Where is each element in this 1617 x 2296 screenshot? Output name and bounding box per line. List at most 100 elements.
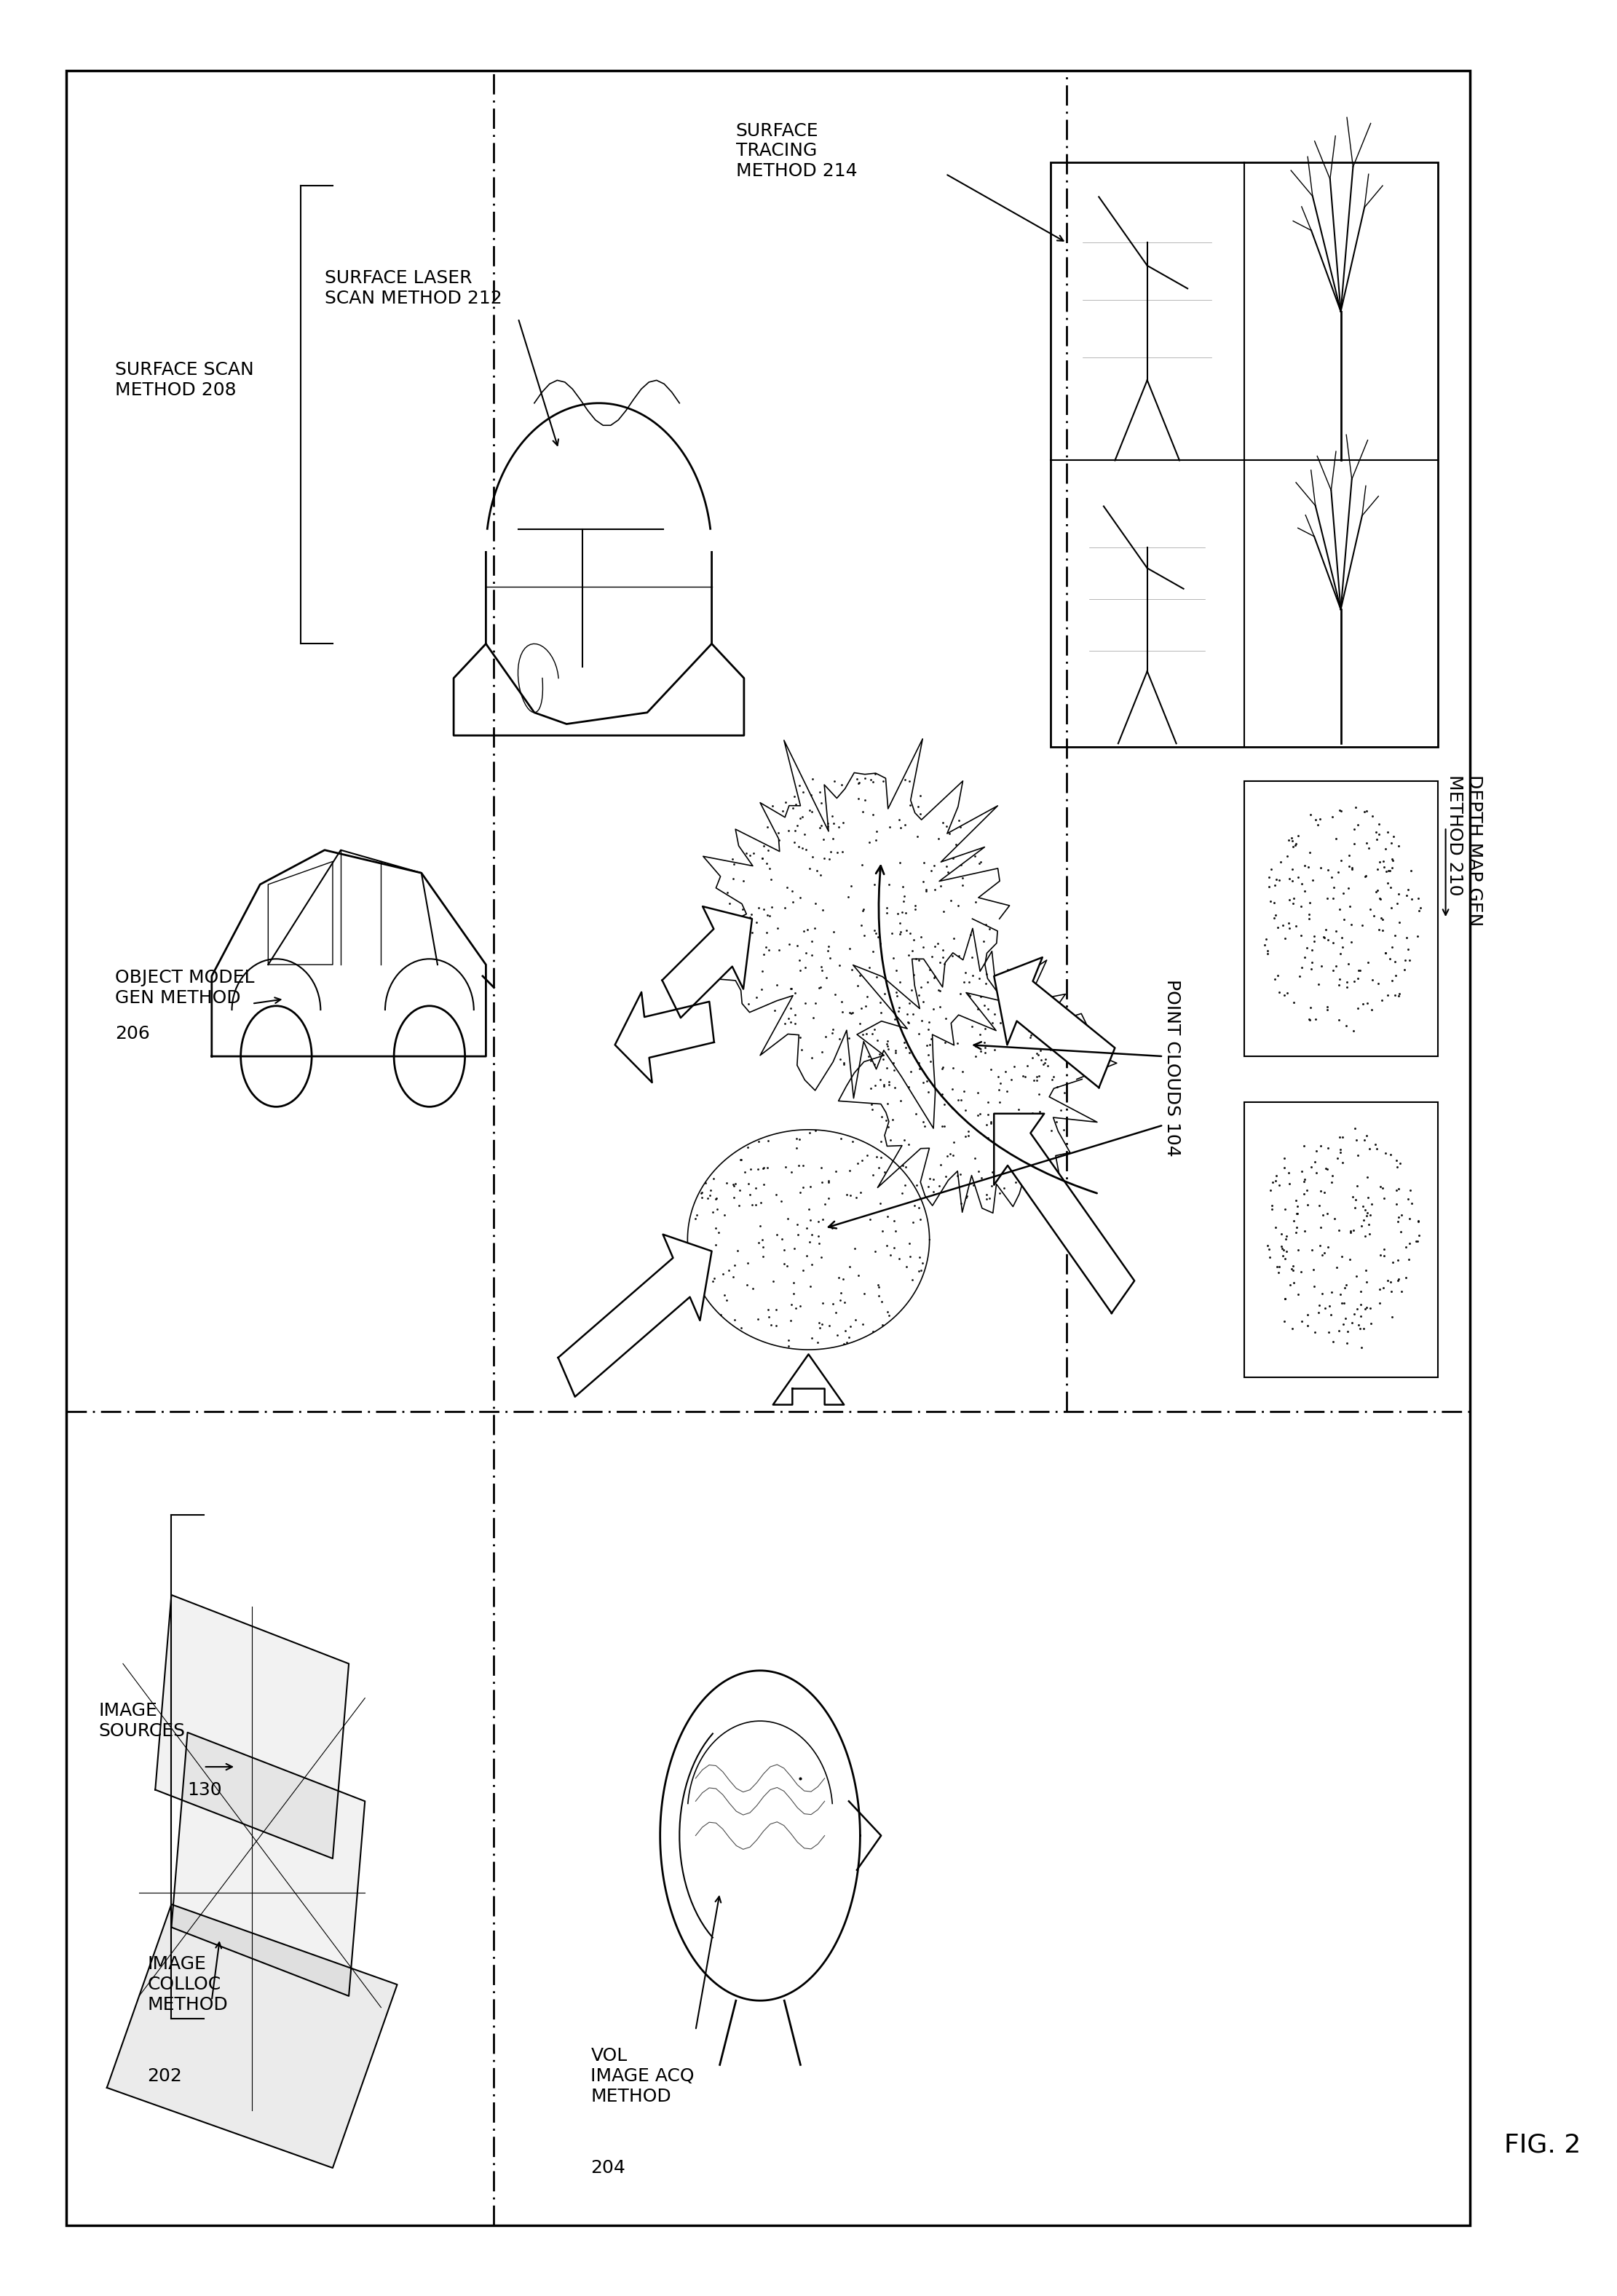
Point (977, 909, 1003, 946)
Point (781, 778, 807, 815)
Point (1274, 974, 1300, 1010)
Point (1379, 962, 1405, 999)
Point (867, 1270, 893, 1306)
Point (1308, 1210, 1334, 1247)
Point (1345, 1137, 1371, 1173)
Point (1043, 1031, 1069, 1068)
Point (884, 978, 910, 1015)
Text: 202: 202 (147, 2066, 183, 2085)
Point (1292, 847, 1318, 884)
Point (872, 1065, 897, 1102)
Point (1302, 1313, 1328, 1350)
Point (1260, 1192, 1286, 1228)
Point (1307, 1187, 1332, 1224)
Point (1276, 822, 1302, 859)
Point (859, 1042, 884, 1079)
Point (1281, 1203, 1307, 1240)
Point (1384, 1203, 1410, 1240)
Point (1328, 843, 1353, 879)
Point (1004, 1001, 1030, 1038)
Point (949, 859, 975, 895)
Point (779, 971, 805, 1008)
Point (988, 962, 1014, 999)
Point (1355, 1205, 1381, 1242)
Point (1302, 923, 1328, 960)
Point (946, 937, 972, 974)
Polygon shape (994, 957, 1114, 1088)
Point (1394, 918, 1420, 955)
Point (770, 792, 796, 829)
Point (1266, 1166, 1292, 1203)
Point (1277, 882, 1303, 918)
Point (754, 928, 779, 964)
Point (1344, 1258, 1370, 1295)
Point (1337, 1240, 1363, 1277)
Point (1009, 1114, 1035, 1150)
Point (910, 863, 936, 900)
Point (925, 925, 951, 962)
Point (1321, 925, 1347, 962)
Point (817, 840, 842, 877)
Point (802, 1111, 828, 1148)
Point (962, 838, 988, 875)
Point (1378, 870, 1404, 907)
Point (972, 1010, 998, 1047)
Point (1324, 1139, 1350, 1176)
Point (1289, 889, 1315, 925)
Point (763, 1306, 789, 1343)
Point (807, 1304, 833, 1341)
Point (828, 1281, 854, 1318)
Point (977, 1180, 1003, 1217)
Point (967, 1095, 993, 1132)
Point (938, 882, 964, 918)
Point (1269, 1231, 1295, 1267)
Point (1355, 1159, 1381, 1196)
Point (859, 1070, 884, 1107)
Point (1297, 1001, 1323, 1038)
Point (1344, 1290, 1370, 1327)
Point (789, 1031, 815, 1068)
Point (792, 948, 818, 985)
Point (775, 1322, 800, 1359)
Point (993, 1054, 1019, 1091)
Point (1399, 882, 1425, 918)
Point (857, 824, 883, 861)
Point (734, 836, 760, 872)
Point (886, 964, 912, 1001)
Point (1266, 1249, 1292, 1286)
Point (1337, 1215, 1363, 1251)
Point (1313, 1150, 1339, 1187)
Point (917, 1042, 943, 1079)
Point (880, 1102, 906, 1139)
Point (906, 788, 931, 824)
Point (720, 861, 745, 898)
Point (787, 953, 813, 990)
Point (1294, 1171, 1319, 1208)
Point (860, 797, 886, 833)
Point (810, 891, 836, 928)
Point (773, 891, 799, 928)
Point (896, 1003, 922, 1040)
Point (893, 912, 918, 948)
Point (967, 960, 993, 996)
Bar (66, 71, 1470, 2225)
Point (998, 1061, 1024, 1097)
Point (867, 1061, 893, 1097)
Point (906, 1045, 931, 1081)
Point (1263, 861, 1289, 898)
Point (1363, 822, 1389, 859)
Point (1003, 960, 1028, 996)
Point (888, 808, 914, 845)
Point (1012, 1058, 1038, 1095)
Text: POINT CLOUDS 104: POINT CLOUDS 104 (1163, 978, 1180, 1157)
Point (920, 990, 946, 1026)
Point (1352, 859, 1378, 895)
Point (807, 856, 833, 893)
Point (1384, 884, 1410, 921)
Point (886, 992, 912, 1029)
Point (739, 895, 765, 932)
Point (844, 967, 870, 1003)
Point (1308, 1127, 1334, 1164)
Point (1279, 820, 1305, 856)
Point (802, 985, 828, 1022)
